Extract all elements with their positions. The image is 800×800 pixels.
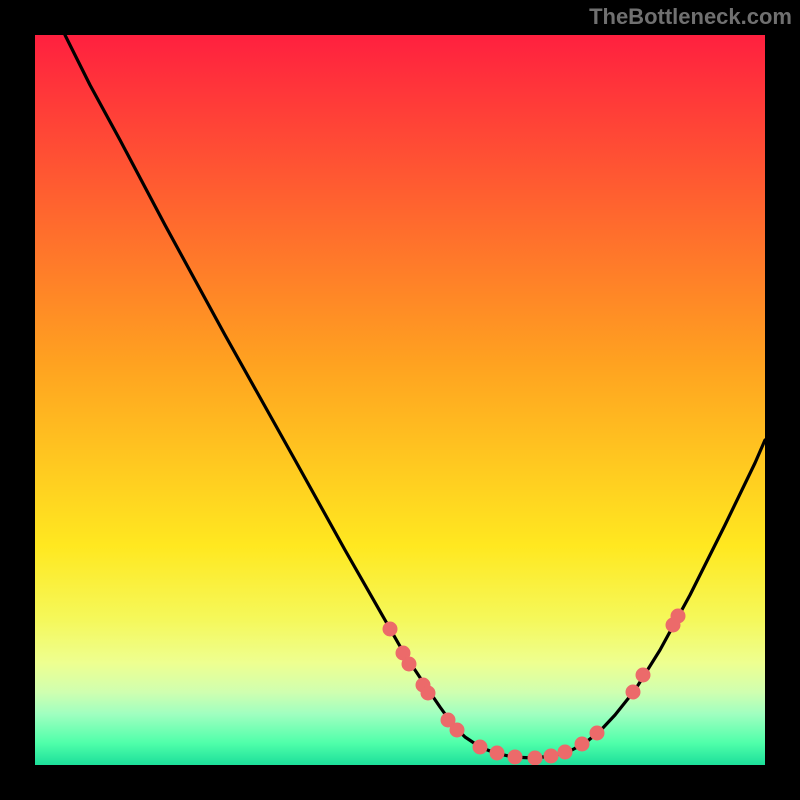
curve-marker [450,723,464,737]
curve-marker [383,622,397,636]
chart-container: TheBottleneck.com [0,0,800,800]
attribution-label: TheBottleneck.com [589,4,792,30]
curve-marker [421,686,435,700]
curve-marker [544,749,558,763]
curve-marker [671,609,685,623]
curve-marker [626,685,640,699]
curve-marker [636,668,650,682]
curve-marker [558,745,572,759]
curve-marker [490,746,504,760]
curve-marker [508,750,522,764]
curve-marker [575,737,589,751]
curve-marker [402,657,416,671]
bottleneck-curve [35,35,765,765]
curve-marker [473,740,487,754]
markers-group [383,609,685,765]
curve-line [65,35,765,758]
curve-marker [528,751,542,765]
plot-area [35,35,765,765]
curve-marker [590,726,604,740]
